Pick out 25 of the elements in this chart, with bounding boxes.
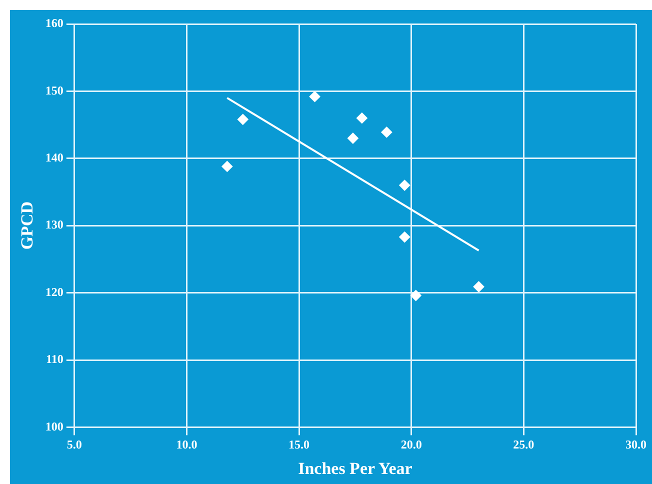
x-tick-label: 20.0: [400, 437, 422, 452]
point: [347, 132, 358, 144]
point: [399, 232, 410, 243]
point: [237, 114, 248, 125]
x-tick-label: 10.0: [176, 437, 198, 452]
point: [381, 126, 392, 138]
point: [356, 112, 368, 124]
y-tick-label: 110: [46, 352, 64, 366]
y-tick-label: 150: [45, 83, 64, 98]
point: [399, 180, 410, 191]
x-tick-label: 30.0: [626, 437, 646, 452]
x-tick-label: 15.0: [288, 437, 310, 452]
point: [309, 91, 320, 102]
y-tick-label: 100: [45, 419, 64, 434]
x-axis-title: Inches Per Year: [298, 459, 413, 478]
y-tick-label: 130: [45, 218, 64, 232]
y-axis-title: GPCD: [18, 202, 37, 250]
x-tick-label: 25.0: [513, 437, 534, 452]
y-tick-label: 140: [45, 150, 64, 164]
y-tick-label: 160: [45, 16, 64, 30]
y-tick-label: 120: [45, 284, 64, 299]
x-tick-label: 5.0: [66, 437, 82, 452]
point: [473, 281, 484, 292]
point: [222, 160, 233, 172]
point: [410, 290, 422, 301]
